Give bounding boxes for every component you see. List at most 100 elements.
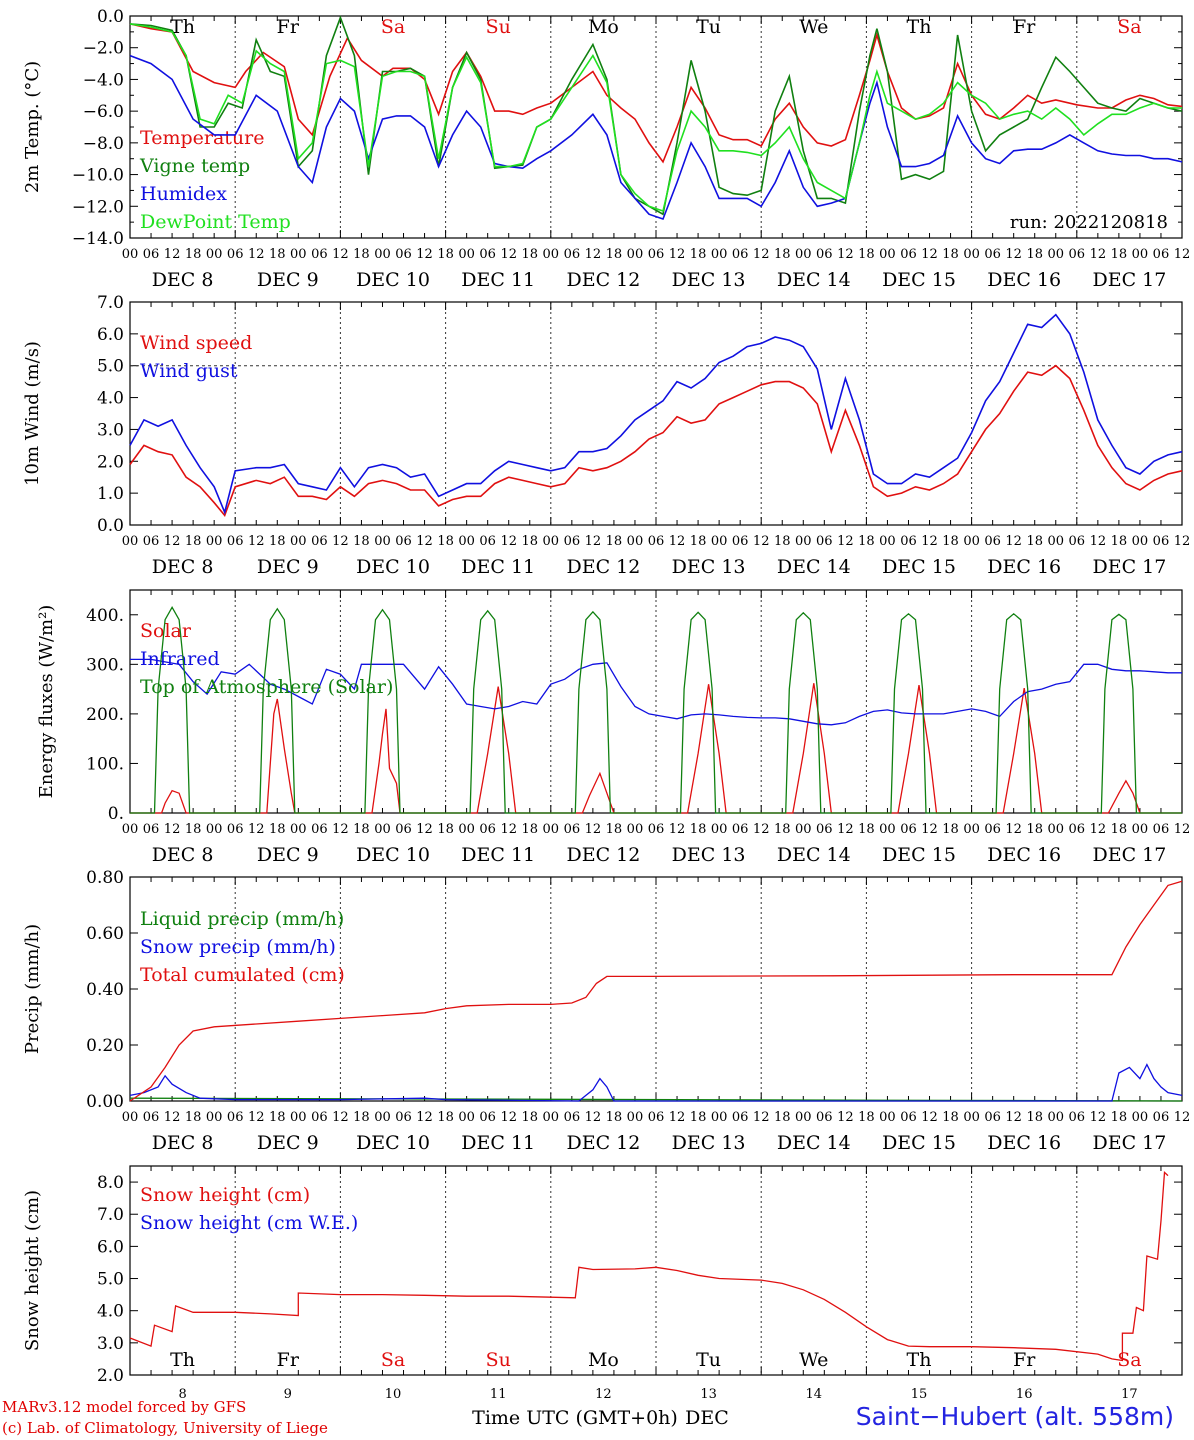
y-tick-label: 0.: [108, 804, 124, 824]
y-axis-label: Precip (mm/h): [22, 924, 43, 1054]
hour-tick-label: 00: [1132, 1110, 1149, 1125]
hour-tick-label: 00: [627, 1110, 644, 1125]
day-name: We: [799, 16, 828, 38]
y-tick-label: 7.0: [97, 293, 124, 313]
hour-tick-label: 12: [164, 1110, 181, 1125]
y-tick-label: 3.0: [97, 420, 124, 440]
y-tick-label: −4.0: [83, 70, 124, 90]
y-tick-label: 4.0: [97, 1302, 124, 1322]
hour-tick-label: 18: [858, 822, 875, 837]
hour-tick-label: 00: [122, 822, 139, 837]
day-name: Mo: [588, 16, 619, 38]
hour-tick-label: 06: [1069, 247, 1086, 262]
legend-entry: Total cumulated (cm): [140, 964, 345, 986]
hour-tick-label: 12: [837, 822, 854, 837]
hour-tick-label: 06: [227, 822, 244, 837]
y-tick-label: 5.0: [97, 357, 124, 377]
hour-tick-label: 18: [774, 534, 791, 549]
hour-tick-label: 00: [879, 822, 896, 837]
series-line-wind-speed: [129, 364, 1183, 517]
y-tick-label: 0.0: [97, 516, 124, 536]
hour-tick-label: 00: [1047, 822, 1064, 837]
hour-tick-label: 18: [269, 1110, 286, 1125]
legend-entry: Infrared: [140, 648, 220, 670]
hour-tick-label: 12: [500, 247, 517, 262]
hour-tick-label: 12: [332, 534, 349, 549]
hour-tick-label: 12: [416, 247, 433, 262]
y-tick-label: 2.0: [97, 1366, 124, 1386]
hour-tick-label: 06: [900, 247, 917, 262]
hour-tick-label: 00: [879, 534, 896, 549]
hour-tick-label: 12: [1090, 247, 1107, 262]
hour-tick-label: 18: [521, 534, 538, 549]
hour-tick-label: 00: [1047, 247, 1064, 262]
day-name: Sa: [381, 16, 405, 38]
hour-tick-label: 18: [858, 247, 875, 262]
date-label: DEC 8: [152, 269, 214, 291]
hour-tick-label: 06: [143, 247, 160, 262]
hour-tick-label: 18: [1026, 1110, 1043, 1125]
hour-tick-label: 12: [753, 534, 770, 549]
legend-entry: DewPoint Temp: [140, 211, 291, 233]
y-tick-label: 4.0: [97, 389, 124, 409]
day-name: Su: [486, 1349, 511, 1371]
hour-tick-label: 06: [143, 822, 160, 837]
hour-tick-label: 06: [648, 534, 665, 549]
hour-tick-label: 00: [711, 534, 728, 549]
hour-tick-label: 18: [437, 247, 454, 262]
date-label: DEC 16: [987, 844, 1061, 866]
hour-tick-label: 18: [774, 822, 791, 837]
day-number: 8: [178, 1387, 186, 1402]
hour-tick-label: 06: [816, 822, 833, 837]
date-label: DEC 12: [566, 556, 640, 578]
legend-entry: Top of Atmosphere (Solar): [140, 676, 393, 698]
day-number: 15: [911, 1387, 928, 1402]
x-axis-title: Time UTC (GMT+0h): [472, 1407, 678, 1429]
date-label: DEC 14: [777, 556, 851, 578]
day-name: Th: [907, 1349, 932, 1371]
day-name: Th: [170, 16, 195, 38]
hour-tick-label: 12: [585, 534, 602, 549]
run-annotation: run: 2022120818: [1010, 212, 1168, 233]
hour-tick-label: 12: [1090, 1110, 1107, 1125]
hour-tick-label: 18: [942, 1110, 959, 1125]
hour-tick-label: 18: [1111, 534, 1128, 549]
hour-tick-label: 12: [837, 247, 854, 262]
y-tick-label: −6.0: [83, 102, 124, 122]
hour-tick-label: 06: [479, 1110, 496, 1125]
hour-tick-label: 12: [1005, 247, 1022, 262]
hour-tick-label: 00: [122, 247, 139, 262]
hour-tick-label: 00: [879, 1110, 896, 1125]
hour-tick-label: 06: [1153, 822, 1170, 837]
series-line-snow-height-cm-: [129, 1171, 1169, 1362]
date-label: DEC 8: [152, 556, 214, 578]
y-axis-label: 10m Wind (m/s): [22, 341, 43, 486]
legend-entry: Snow height (cm W.E.): [140, 1212, 358, 1234]
hour-tick-label: 12: [416, 1110, 433, 1125]
date-label: DEC 15: [882, 269, 956, 291]
date-label: DEC 15: [882, 1132, 956, 1154]
hour-tick-label: 18: [437, 534, 454, 549]
hour-tick-label: 00: [206, 822, 223, 837]
hour-tick-label: 18: [521, 822, 538, 837]
hour-tick-label: 06: [900, 1110, 917, 1125]
legend-entry: Wind gust: [140, 360, 238, 382]
hour-tick-label: 18: [437, 822, 454, 837]
hour-tick-label: 12: [332, 247, 349, 262]
hour-tick-label: 12: [500, 1110, 517, 1125]
hour-tick-label: 00: [627, 822, 644, 837]
day-name: Mo: [588, 1349, 619, 1371]
hour-tick-label: 06: [648, 822, 665, 837]
hour-tick-label: 00: [711, 1110, 728, 1125]
hour-tick-label: 00: [1047, 1110, 1064, 1125]
hour-tick-label: 00: [879, 247, 896, 262]
hour-tick-label: 12: [585, 822, 602, 837]
hour-tick-label: 12: [332, 822, 349, 837]
hour-tick-label: 06: [227, 247, 244, 262]
hour-tick-label: 00: [458, 1110, 475, 1125]
hour-tick-label: 18: [185, 1110, 202, 1125]
day-name: Fr: [277, 1349, 300, 1371]
hour-tick-label: 06: [816, 247, 833, 262]
hour-tick-label: 12: [753, 822, 770, 837]
